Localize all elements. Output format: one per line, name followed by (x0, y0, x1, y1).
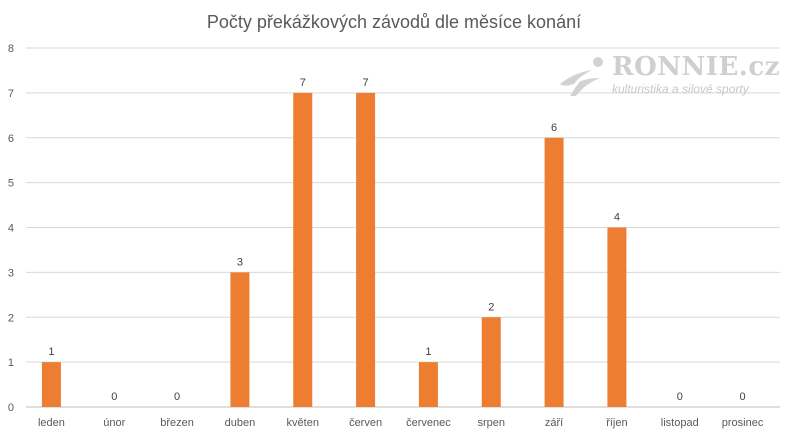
data-label: 2 (488, 301, 494, 313)
y-tick-label: 3 (8, 267, 14, 279)
x-tick-label: květen (287, 417, 319, 429)
x-tick-label: červen (349, 417, 382, 429)
data-label: 0 (740, 391, 746, 403)
x-tick-label: říjen (606, 417, 627, 429)
data-label: 7 (300, 77, 306, 89)
data-label: 3 (237, 256, 243, 268)
data-label: 0 (677, 391, 683, 403)
x-tick-label: duben (225, 417, 256, 429)
chart-title: Počty překážkových závodů dle měsíce kon… (206, 12, 582, 32)
bar (293, 92, 313, 407)
bar (41, 362, 61, 407)
x-tick-label: srpen (477, 417, 505, 429)
y-tick-label: 0 (8, 402, 14, 414)
y-tick-label: 6 (8, 133, 14, 145)
bar (418, 362, 438, 407)
bar (607, 227, 627, 407)
x-tick-label: prosinec (722, 417, 764, 429)
x-tick-label: únor (103, 417, 125, 429)
y-tick-label: 4 (8, 223, 14, 235)
x-tick-label: listopad (661, 417, 699, 429)
data-label: 0 (174, 391, 180, 403)
data-label: 0 (111, 391, 117, 403)
bar (230, 272, 250, 407)
bar (356, 92, 376, 407)
y-tick-label: 5 (8, 178, 14, 190)
x-tick-label: červenec (406, 417, 451, 429)
y-tick-label: 7 (8, 88, 14, 100)
x-tick-label: leden (38, 417, 65, 429)
x-tick-label: březen (160, 417, 194, 429)
y-tick-label: 2 (8, 312, 14, 324)
data-label: 6 (551, 122, 557, 134)
data-label: 7 (363, 77, 369, 89)
y-tick-label: 8 (8, 43, 14, 55)
bar (544, 137, 564, 407)
bar (481, 317, 501, 407)
data-label: 4 (614, 212, 620, 224)
y-tick-label: 1 (8, 357, 14, 369)
x-tick-label: září (545, 417, 563, 429)
data-label: 1 (425, 346, 431, 358)
data-label: 1 (48, 346, 54, 358)
